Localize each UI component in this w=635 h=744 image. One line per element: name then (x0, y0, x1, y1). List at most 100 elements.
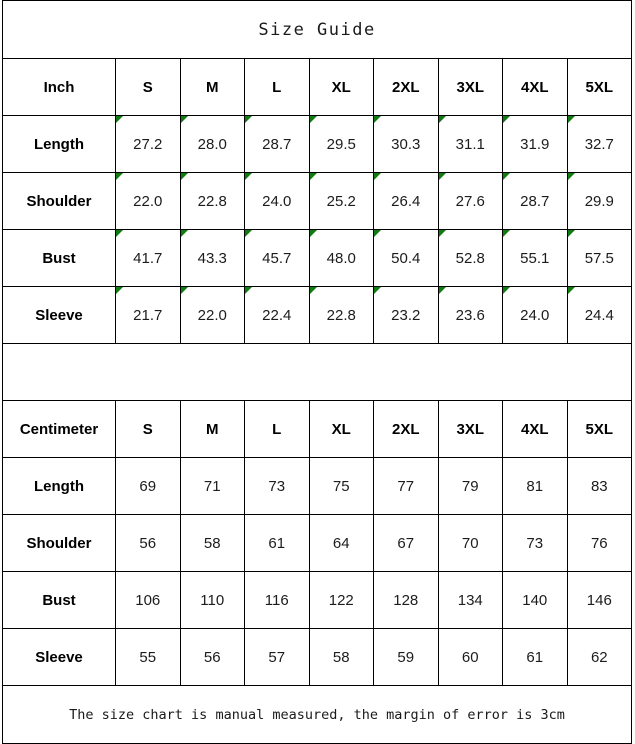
measurement-value-sleeve-m: 56 (179, 628, 245, 686)
measurement-value-sleeve-xl: 58 (308, 628, 374, 686)
measurement-value-length-2xl: 77 (373, 457, 439, 515)
table-header-row: Inch S M L XL 2XL 3XL 4XL 5XL (2, 58, 633, 116)
size-header-5xl: 5XL (566, 58, 633, 116)
measurement-value-shoulder-3xl: 70 (437, 514, 503, 572)
measurement-value-length-m: 28.0 (179, 115, 245, 173)
measurement-value-length-l: 28.7 (244, 115, 310, 173)
size-header-5xl: 5XL (566, 400, 633, 458)
table-spacer (1, 343, 633, 401)
measurement-value-sleeve-l: 22.4 (244, 286, 310, 344)
measurement-value-sleeve-4xl: 24.0 (502, 286, 568, 344)
measurement-value-shoulder-4xl: 28.7 (502, 172, 568, 230)
measurement-value-shoulder-xl: 64 (308, 514, 374, 572)
measurement-value-bust-l: 116 (244, 571, 310, 629)
measurement-value-shoulder-m: 22.8 (179, 172, 245, 230)
measurement-value-shoulder-5xl: 76 (566, 514, 633, 572)
measurement-value-sleeve-xl: 22.8 (308, 286, 374, 344)
measurement-value-shoulder-s: 56 (115, 514, 181, 572)
measurement-value-length-4xl: 31.9 (502, 115, 568, 173)
table-row: Sleeve 55 56 57 58 59 60 61 62 (2, 628, 633, 686)
measurement-value-shoulder-4xl: 73 (502, 514, 568, 572)
size-header-m: M (179, 400, 245, 458)
measurement-value-sleeve-3xl: 60 (437, 628, 503, 686)
measurement-value-bust-m: 43.3 (179, 229, 245, 287)
table-row: Sleeve 21.7 22.0 22.4 22.8 23.2 23.6 24.0 24.4 (2, 286, 633, 344)
measurement-value-shoulder-s: 22.0 (115, 172, 181, 230)
measurement-value-bust-5xl: 57.5 (566, 229, 633, 287)
measurement-value-sleeve-s: 21.7 (115, 286, 181, 344)
measurement-value-sleeve-s: 55 (115, 628, 181, 686)
page-title: Size Guide (1, 0, 633, 59)
measurement-note: The size chart is manual measured, the m… (1, 685, 633, 744)
size-header-xl: XL (308, 400, 374, 458)
size-header-2xl: 2XL (373, 400, 439, 458)
measurement-value-shoulder-l: 24.0 (244, 172, 310, 230)
measurement-value-sleeve-l: 57 (244, 628, 310, 686)
measurement-value-bust-xl: 48.0 (308, 229, 374, 287)
measurement-value-shoulder-l: 61 (244, 514, 310, 572)
table-row: Length 27.2 28.0 28.7 29.5 30.3 31.1 31.9 32.7 (2, 115, 633, 173)
measurement-value-bust-3xl: 52.8 (437, 229, 503, 287)
measurement-value-length-xl: 29.5 (308, 115, 374, 173)
measurement-label-sleeve: Sleeve (2, 628, 116, 686)
measurement-value-length-2xl: 30.3 (373, 115, 439, 173)
measurement-value-shoulder-xl: 25.2 (308, 172, 374, 230)
measurement-value-shoulder-m: 58 (179, 514, 245, 572)
table-row: Length 69 71 73 75 77 79 81 83 (2, 457, 633, 515)
size-header-l: L (244, 400, 310, 458)
measurement-value-bust-2xl: 128 (373, 571, 439, 629)
measurement-value-shoulder-2xl: 67 (373, 514, 439, 572)
measurement-label-bust: Bust (2, 571, 116, 629)
measurement-value-sleeve-3xl: 23.6 (437, 286, 503, 344)
measurement-value-length-m: 71 (179, 457, 245, 515)
measurement-value-length-l: 73 (244, 457, 310, 515)
measurement-value-bust-m: 110 (179, 571, 245, 629)
measurement-value-length-s: 69 (115, 457, 181, 515)
measurement-value-length-xl: 75 (308, 457, 374, 515)
measurement-value-bust-4xl: 55.1 (502, 229, 568, 287)
size-header-m: M (179, 58, 245, 116)
measurement-value-sleeve-2xl: 23.2 (373, 286, 439, 344)
measurement-label-bust: Bust (2, 229, 116, 287)
measurement-value-length-4xl: 81 (502, 457, 568, 515)
measurement-value-bust-s: 106 (115, 571, 181, 629)
measurement-value-bust-5xl: 146 (566, 571, 633, 629)
unit-header-2: Centimeter (2, 400, 116, 458)
measurement-value-shoulder-2xl: 26.4 (373, 172, 439, 230)
table-header-row: Centimeter S M L XL 2XL 3XL 4XL 5XL (2, 400, 633, 458)
measurement-label-length: Length (2, 115, 116, 173)
measurement-value-sleeve-4xl: 61 (502, 628, 568, 686)
measurement-value-bust-2xl: 50.4 (373, 229, 439, 287)
measurement-value-bust-4xl: 140 (502, 571, 568, 629)
note-row: The size chart is manual measured, the m… (1, 685, 633, 744)
table-spacer-row (1, 343, 633, 401)
measurement-value-length-5xl: 83 (566, 457, 633, 515)
measurement-value-bust-xl: 122 (308, 571, 374, 629)
measurement-value-bust-3xl: 134 (437, 571, 503, 629)
measurement-value-sleeve-2xl: 59 (373, 628, 439, 686)
table-row: Bust 41.7 43.3 45.7 48.0 50.4 52.8 55.1 57.5 (2, 229, 633, 287)
measurement-label-sleeve: Sleeve (2, 286, 116, 344)
measurement-value-shoulder-3xl: 27.6 (437, 172, 503, 230)
measurement-value-shoulder-5xl: 29.9 (566, 172, 633, 230)
table-row: Shoulder 22.0 22.8 24.0 25.2 26.4 27.6 28.7 29.9 (2, 172, 633, 230)
measurement-value-bust-l: 45.7 (244, 229, 310, 287)
measurement-value-bust-s: 41.7 (115, 229, 181, 287)
measurement-value-length-5xl: 32.7 (566, 115, 633, 173)
size-header-3xl: 3XL (437, 58, 503, 116)
title-row: Size Guide (1, 0, 633, 59)
measurement-value-length-s: 27.2 (115, 115, 181, 173)
size-header-xl: XL (308, 58, 374, 116)
size-header-s: S (115, 400, 181, 458)
measurement-value-length-3xl: 79 (437, 457, 503, 515)
measurement-label-length: Length (2, 457, 116, 515)
measurement-value-length-3xl: 31.1 (437, 115, 503, 173)
size-header-2xl: 2XL (373, 58, 439, 116)
measurement-value-sleeve-5xl: 24.4 (566, 286, 633, 344)
size-header-3xl: 3XL (437, 400, 503, 458)
table-row: Bust 106 110 116 122 128 134 140 146 (2, 571, 633, 629)
table-row: Shoulder 56 58 61 64 67 70 73 76 (2, 514, 633, 572)
size-header-4xl: 4XL (502, 58, 568, 116)
